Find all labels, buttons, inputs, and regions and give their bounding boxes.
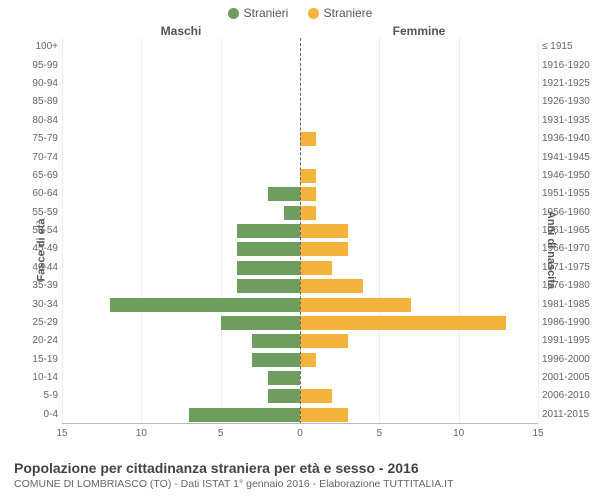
bar-male (268, 371, 300, 385)
age-label: 50-54 (16, 226, 58, 236)
header-female: Femmine (393, 24, 446, 38)
age-label: 60-64 (16, 189, 58, 199)
bar-female (300, 206, 316, 220)
birth-year-label: 2006-2010 (542, 391, 588, 401)
x-tick-label: 5 (377, 428, 383, 439)
birth-year-label: 1926-1930 (542, 97, 588, 107)
birth-year-label: 1981-1985 (542, 300, 588, 310)
bar-female (300, 224, 348, 238)
bar-male (237, 261, 300, 275)
birth-year-label: 1951-1955 (542, 189, 588, 199)
birth-year-label: 1921-1925 (542, 79, 588, 89)
bar-male (189, 408, 300, 422)
age-label: 45-49 (16, 244, 58, 254)
bar-female (300, 353, 316, 367)
age-label: 10-14 (16, 373, 58, 383)
bar-female (300, 261, 332, 275)
age-label: 75-79 (16, 134, 58, 144)
birth-year-label: 1936-1940 (542, 134, 588, 144)
age-label: 65-69 (16, 171, 58, 181)
gridline (538, 38, 539, 424)
x-tick-label: 5 (218, 428, 224, 439)
header-male: Maschi (161, 24, 202, 38)
bar-male (237, 242, 300, 256)
plot-area: 0-42011-20155-92006-201010-142001-200515… (62, 38, 538, 424)
bar-male (221, 316, 300, 330)
x-axis-line (62, 423, 538, 424)
birth-year-label: 1931-1935 (542, 116, 588, 126)
age-label: 30-34 (16, 300, 58, 310)
center-axis (300, 38, 301, 424)
age-label: 20-24 (16, 336, 58, 346)
birth-year-label: 1971-1975 (542, 263, 588, 273)
legend-swatch-male (228, 8, 239, 19)
age-label: 70-74 (16, 153, 58, 163)
birth-year-label: 2011-2015 (542, 410, 588, 420)
bar-male (237, 224, 300, 238)
age-label: 25-29 (16, 318, 58, 328)
birth-year-label: 1961-1965 (542, 226, 588, 236)
bar-female (300, 408, 348, 422)
birth-year-label: 2001-2005 (542, 373, 588, 383)
birth-year-label: 1991-1995 (542, 336, 588, 346)
age-label: 40-44 (16, 263, 58, 273)
age-label: 90-94 (16, 79, 58, 89)
age-label: 55-59 (16, 208, 58, 218)
age-label: 0-4 (16, 410, 58, 420)
age-label: 35-39 (16, 281, 58, 291)
bar-male (284, 206, 300, 220)
birth-year-label: 1976-1980 (542, 281, 588, 291)
birth-year-label: ≤ 1915 (542, 42, 588, 52)
bar-male (252, 353, 300, 367)
bar-female (300, 169, 316, 183)
bar-female (300, 132, 316, 146)
legend: Stranieri Straniere (0, 6, 600, 22)
bar-female (300, 242, 348, 256)
birth-year-label: 1946-1950 (542, 171, 588, 181)
x-tick-label: 0 (297, 428, 303, 439)
bar-female (300, 298, 411, 312)
x-tick-label: 15 (532, 428, 543, 439)
x-tick-label: 10 (136, 428, 147, 439)
birth-year-label: 1966-1970 (542, 244, 588, 254)
bar-female (300, 316, 506, 330)
birth-year-label: 1941-1945 (542, 153, 588, 163)
legend-item-female: Straniere (308, 6, 373, 20)
age-label: 15-19 (16, 355, 58, 365)
age-label: 85-89 (16, 97, 58, 107)
bar-male (252, 334, 300, 348)
age-label: 95-99 (16, 61, 58, 71)
bar-male (110, 298, 300, 312)
bar-male (268, 187, 300, 201)
age-label: 80-84 (16, 116, 58, 126)
bar-female (300, 279, 363, 293)
birth-year-label: 1956-1960 (542, 208, 588, 218)
bar-female (300, 187, 316, 201)
x-tick-label: 15 (56, 428, 67, 439)
pyramid-chart: Maschi Femmine 0-42011-20155-92006-20101… (62, 38, 538, 424)
chart-footer: Popolazione per cittadinanza straniera p… (14, 460, 586, 490)
age-label: 100+ (16, 42, 58, 52)
legend-label-male: Stranieri (244, 6, 289, 20)
legend-label-female: Straniere (324, 6, 373, 20)
bar-female (300, 334, 348, 348)
chart-subtitle: COMUNE DI LOMBRIASCO (TO) - Dati ISTAT 1… (14, 478, 586, 490)
birth-year-label: 1996-2000 (542, 355, 588, 365)
legend-item-male: Stranieri (228, 6, 289, 20)
birth-year-label: 1986-1990 (542, 318, 588, 328)
age-label: 5-9 (16, 391, 58, 401)
x-axis-labels: 05510101515 (62, 428, 538, 442)
bar-male (237, 279, 300, 293)
birth-year-label: 1916-1920 (542, 61, 588, 71)
bar-male (268, 389, 300, 403)
bar-female (300, 389, 332, 403)
chart-title: Popolazione per cittadinanza straniera p… (14, 460, 586, 476)
x-tick-label: 10 (453, 428, 464, 439)
legend-swatch-female (308, 8, 319, 19)
